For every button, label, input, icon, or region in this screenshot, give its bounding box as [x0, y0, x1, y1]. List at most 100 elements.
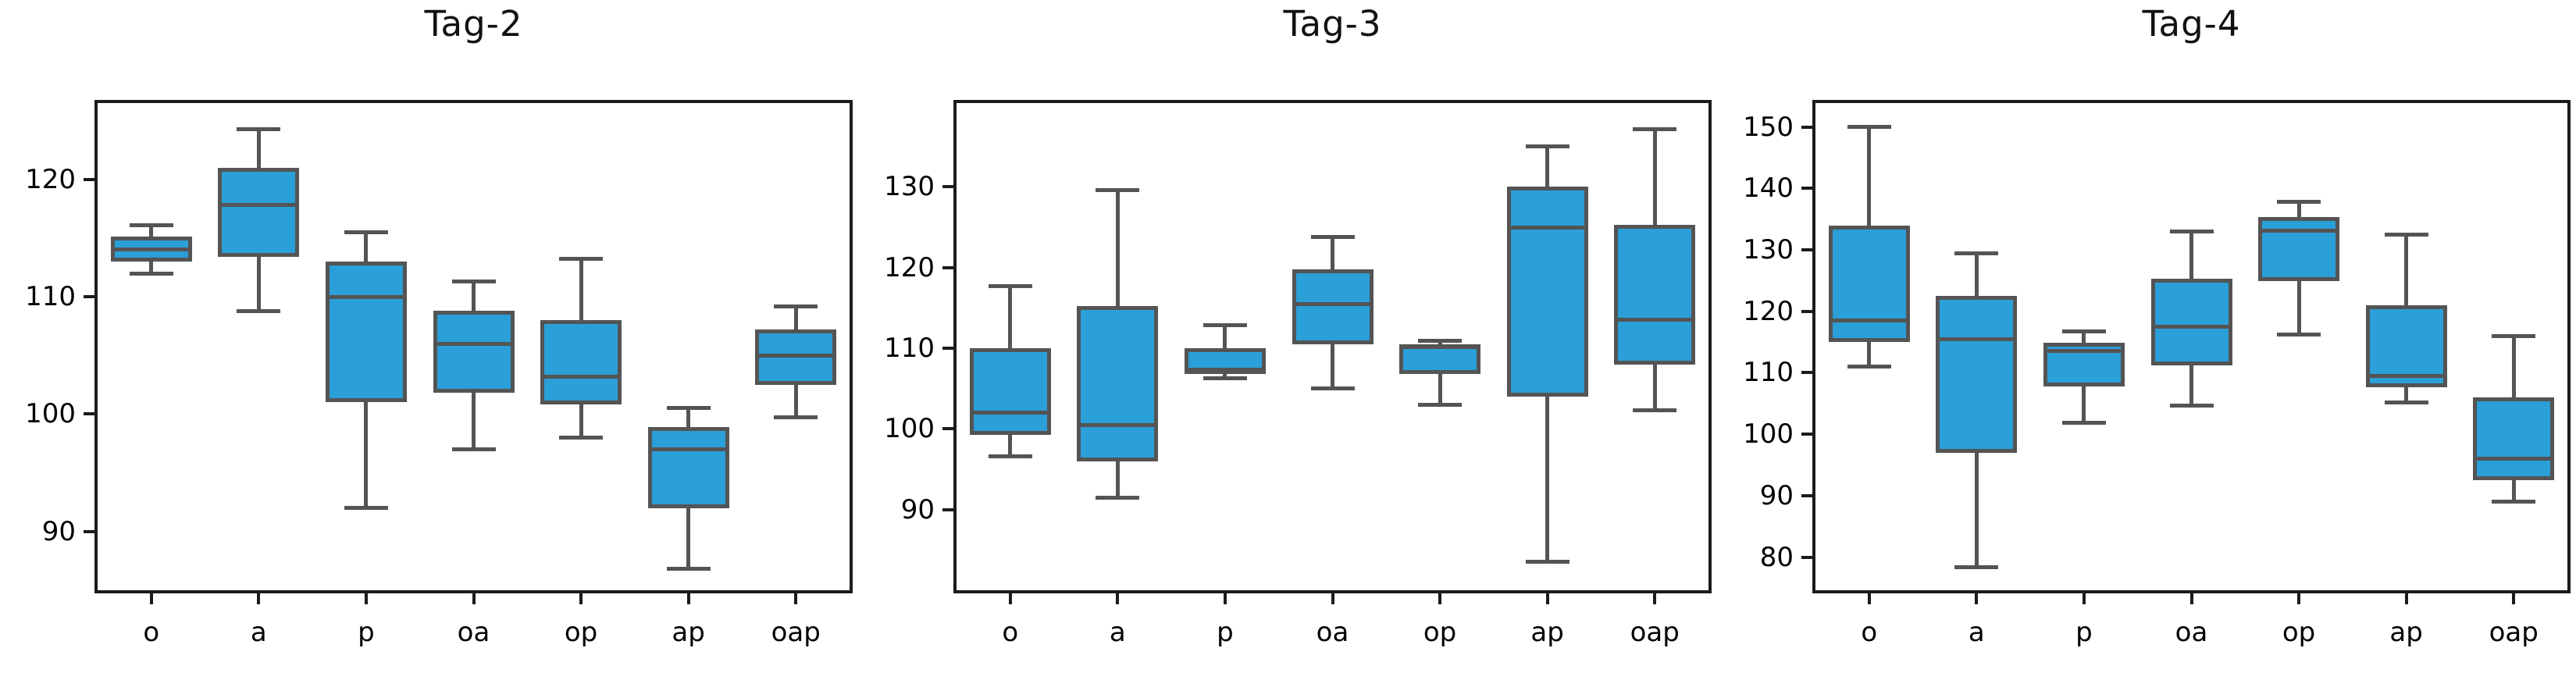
y-tick-mark	[1801, 187, 1812, 191]
x-tick-mark	[1223, 593, 1227, 604]
whisker-cap-low-oa	[451, 447, 496, 452]
median-ap	[1506, 225, 1588, 230]
y-tick-label: 90	[1759, 479, 1794, 511]
median-op	[1399, 344, 1481, 349]
y-tick-mark	[942, 347, 953, 351]
subplot-title: Tag-2	[424, 3, 523, 45]
subplot-title: Tag-3	[1283, 3, 1382, 45]
x-tick-label: ap	[2389, 617, 2423, 648]
x-tick-mark	[2404, 593, 2408, 604]
x-tick-mark	[2297, 593, 2301, 604]
x-tick-label: o	[1002, 617, 1019, 648]
box-a	[1077, 306, 1159, 461]
subplot-title: Tag-4	[2142, 3, 2241, 45]
median-a	[1077, 422, 1159, 427]
whisker-cap-low-p	[2061, 421, 2106, 426]
y-tick-label: 90	[41, 515, 76, 547]
median-oap	[755, 353, 837, 358]
whisker-cap-high-op	[2277, 200, 2321, 205]
median-p	[1184, 368, 1266, 372]
x-tick-mark	[472, 593, 476, 604]
axes-frame: 90 100 110 120 o a p oa op ap oap	[25, 100, 853, 648]
box-o	[969, 348, 1051, 435]
whisker-cap-low-ap	[666, 567, 711, 572]
median-o	[110, 247, 192, 252]
box-a	[218, 167, 300, 257]
y-tick-label: 100	[25, 398, 76, 430]
y-tick-label: 140	[1743, 173, 1794, 205]
x-tick-mark	[1116, 593, 1120, 604]
x-tick-mark	[1867, 593, 1871, 604]
median-op	[540, 374, 622, 379]
x-tick-mark	[1438, 593, 1442, 604]
whisker-cap-low-p	[1202, 376, 1247, 380]
y-tick-label: 90	[900, 493, 935, 525]
median-p	[2043, 348, 2125, 353]
y-tick-mark	[84, 412, 94, 416]
whisker-cap-low-oa	[1310, 386, 1355, 391]
x-tick-label: op	[1423, 617, 1457, 648]
whisker-cap-high-o	[129, 223, 173, 227]
box-op	[540, 320, 622, 405]
whisker-cap-low-a	[1096, 495, 1140, 500]
median-a	[218, 203, 300, 208]
whisker-cap-high-p	[2061, 329, 2106, 334]
y-tick-mark	[84, 177, 94, 181]
y-tick-mark	[1801, 248, 1812, 252]
x-tick-label: ap	[672, 617, 705, 648]
y-tick-label: 150	[1743, 111, 1794, 143]
x-tick-label: o	[143, 617, 160, 648]
whisker-cap-high-oa	[2169, 229, 2214, 233]
y-tick-mark	[84, 529, 94, 533]
box-oap	[1614, 225, 1696, 365]
subplot-tag-2: Tag-2 90 100 110 120 o a p oa op ap oap	[25, 0, 853, 673]
y-tick-mark	[1801, 371, 1812, 375]
box-oa	[2150, 279, 2232, 365]
whisker-cap-high-ap	[1525, 144, 1569, 149]
y-tick-label: 110	[884, 333, 935, 365]
median-op	[2258, 229, 2340, 233]
median-oap	[1614, 318, 1696, 322]
y-tick-label: 110	[1743, 357, 1794, 389]
whisker-cap-low-ap	[1525, 560, 1569, 564]
x-tick-mark	[686, 593, 690, 604]
whisker-cap-high-a	[237, 126, 281, 131]
x-tick-mark	[364, 593, 368, 604]
median-o	[1828, 319, 1910, 323]
whisker-cap-low-o	[1847, 365, 1891, 369]
median-oa	[1292, 301, 1374, 306]
median-oap	[2473, 457, 2555, 461]
whisker-cap-low-a	[237, 308, 281, 313]
whisker-cap-high-oap	[774, 304, 818, 308]
y-tick-label: 100	[1743, 418, 1794, 450]
median-oa	[433, 341, 515, 346]
whisker-cap-high-o	[988, 284, 1032, 289]
whisker-cap-high-oa	[451, 280, 496, 284]
whisker-cap-low-op	[1418, 402, 1463, 407]
y-tick-mark	[942, 265, 953, 269]
x-tick-label: op	[2282, 617, 2316, 648]
y-tick-label: 110	[25, 281, 76, 313]
whisker-cap-low-op	[559, 436, 604, 440]
y-tick-label: 120	[884, 251, 935, 283]
axes-frame: 90 100 110 120 130 o a p oa op ap oap	[884, 100, 1712, 648]
whisker-cap-low-oap	[2492, 500, 2536, 504]
x-tick-mark	[2189, 593, 2193, 604]
x-tick-label: oap	[1630, 617, 1680, 648]
whisker-cap-high-a	[1096, 188, 1140, 193]
y-tick-mark	[1801, 125, 1812, 129]
subplot-tag-4: Tag-4 80 90 100 110 120 130 140 150 o a p oa op ap oap	[1743, 0, 2571, 673]
y-tick-label: 120	[25, 163, 76, 195]
x-tick-label: a	[250, 617, 267, 648]
whisker-cap-low-oap	[1633, 408, 1677, 413]
y-tick-mark	[1801, 493, 1812, 497]
x-tick-label: oa	[1316, 617, 1349, 648]
median-p	[325, 294, 407, 299]
whisker-cap-high-oap	[2492, 333, 2536, 338]
whisker-cap-high-ap	[2384, 232, 2428, 237]
whisker-cap-low-oa	[2169, 404, 2214, 408]
y-tick-label: 80	[1759, 541, 1794, 573]
x-tick-label: oa	[2175, 617, 2208, 648]
whisker-cap-high-op	[1418, 339, 1463, 344]
whisker-cap-low-oap	[774, 415, 818, 420]
